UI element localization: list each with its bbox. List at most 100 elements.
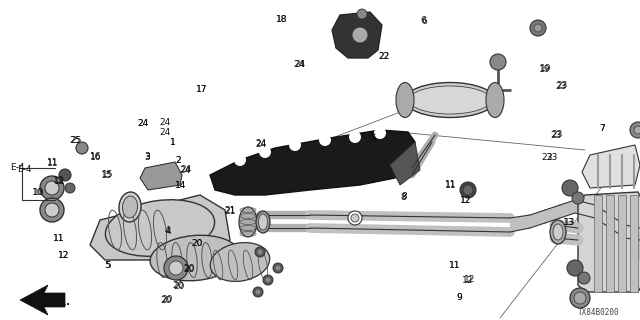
Text: 19: 19 — [540, 64, 551, 73]
Text: 16: 16 — [90, 152, 102, 161]
Text: 9: 9 — [457, 293, 462, 302]
Text: 11: 11 — [445, 180, 457, 189]
Ellipse shape — [550, 220, 566, 244]
Text: 11: 11 — [53, 234, 65, 243]
Circle shape — [460, 182, 476, 198]
Text: 21: 21 — [224, 205, 236, 214]
Circle shape — [40, 176, 64, 200]
Circle shape — [357, 9, 367, 19]
Text: 11: 11 — [449, 261, 460, 270]
Text: 20: 20 — [183, 265, 195, 274]
Polygon shape — [578, 192, 640, 292]
Text: 3: 3 — [144, 153, 150, 162]
Text: 24: 24 — [138, 118, 148, 127]
Text: 20: 20 — [173, 282, 185, 291]
Text: E-4: E-4 — [10, 163, 24, 172]
Text: 4: 4 — [165, 226, 170, 235]
Text: 2: 2 — [175, 156, 181, 164]
Ellipse shape — [259, 214, 268, 230]
Text: 24: 24 — [255, 139, 267, 148]
Text: 12: 12 — [54, 177, 66, 186]
Polygon shape — [390, 142, 420, 185]
Circle shape — [65, 183, 75, 193]
Circle shape — [234, 154, 246, 166]
Circle shape — [351, 214, 359, 222]
Text: 17: 17 — [196, 84, 208, 93]
Circle shape — [169, 261, 183, 275]
Circle shape — [266, 277, 271, 283]
Circle shape — [255, 290, 260, 294]
Text: 2: 2 — [175, 156, 180, 164]
Text: 5: 5 — [105, 261, 110, 270]
Polygon shape — [90, 195, 230, 260]
Text: 5: 5 — [105, 261, 111, 270]
Circle shape — [572, 192, 584, 204]
Circle shape — [59, 169, 71, 181]
Circle shape — [40, 198, 64, 222]
Text: 20: 20 — [161, 295, 173, 305]
Text: FR.: FR. — [52, 297, 70, 307]
Circle shape — [259, 146, 271, 158]
Text: 18: 18 — [276, 14, 288, 23]
Text: 20: 20 — [191, 239, 203, 248]
Ellipse shape — [150, 235, 240, 281]
Ellipse shape — [553, 224, 563, 240]
Text: 6: 6 — [421, 17, 427, 26]
Text: 20: 20 — [161, 296, 172, 305]
Text: 23: 23 — [556, 81, 568, 90]
Text: 24: 24 — [294, 60, 305, 68]
Circle shape — [289, 139, 301, 151]
Polygon shape — [20, 285, 65, 315]
Text: 14: 14 — [175, 180, 187, 189]
Text: 20: 20 — [183, 264, 195, 273]
Circle shape — [275, 266, 280, 270]
Circle shape — [574, 292, 586, 304]
Text: 20: 20 — [172, 281, 184, 290]
Circle shape — [348, 211, 362, 225]
Text: 24: 24 — [138, 119, 149, 128]
Text: 24: 24 — [159, 128, 171, 137]
Text: 24: 24 — [293, 60, 305, 68]
Polygon shape — [140, 162, 182, 190]
Polygon shape — [610, 215, 625, 238]
Text: 14: 14 — [175, 181, 187, 190]
Polygon shape — [595, 205, 610, 228]
Text: 12: 12 — [464, 276, 476, 284]
Text: 11: 11 — [47, 159, 59, 168]
Text: 16: 16 — [90, 153, 102, 162]
Text: 11: 11 — [53, 234, 65, 243]
Text: 12: 12 — [58, 252, 70, 260]
Circle shape — [567, 260, 583, 276]
Text: 20: 20 — [191, 238, 203, 247]
Polygon shape — [210, 130, 415, 195]
Polygon shape — [545, 205, 560, 223]
Text: 3: 3 — [145, 152, 150, 161]
Text: 12: 12 — [461, 276, 473, 285]
Bar — [630, 195, 638, 292]
Polygon shape — [625, 225, 640, 240]
Text: 21: 21 — [225, 207, 236, 216]
Polygon shape — [582, 145, 640, 188]
Bar — [606, 195, 614, 292]
Circle shape — [45, 181, 59, 195]
Text: 12: 12 — [53, 176, 65, 185]
Polygon shape — [575, 200, 595, 218]
Circle shape — [319, 134, 331, 146]
Text: 8: 8 — [401, 193, 406, 202]
Text: 22: 22 — [378, 52, 390, 60]
Circle shape — [255, 247, 265, 257]
Circle shape — [534, 24, 542, 32]
Ellipse shape — [239, 207, 257, 237]
Ellipse shape — [409, 86, 491, 114]
Text: 13: 13 — [564, 218, 575, 227]
Ellipse shape — [122, 196, 138, 218]
Circle shape — [45, 203, 59, 217]
Circle shape — [352, 27, 368, 43]
Bar — [618, 195, 626, 292]
Text: 22: 22 — [378, 52, 390, 60]
Text: 12: 12 — [58, 252, 70, 260]
Circle shape — [490, 54, 506, 70]
Text: 8: 8 — [401, 191, 407, 201]
Circle shape — [374, 127, 386, 139]
Ellipse shape — [405, 83, 495, 117]
